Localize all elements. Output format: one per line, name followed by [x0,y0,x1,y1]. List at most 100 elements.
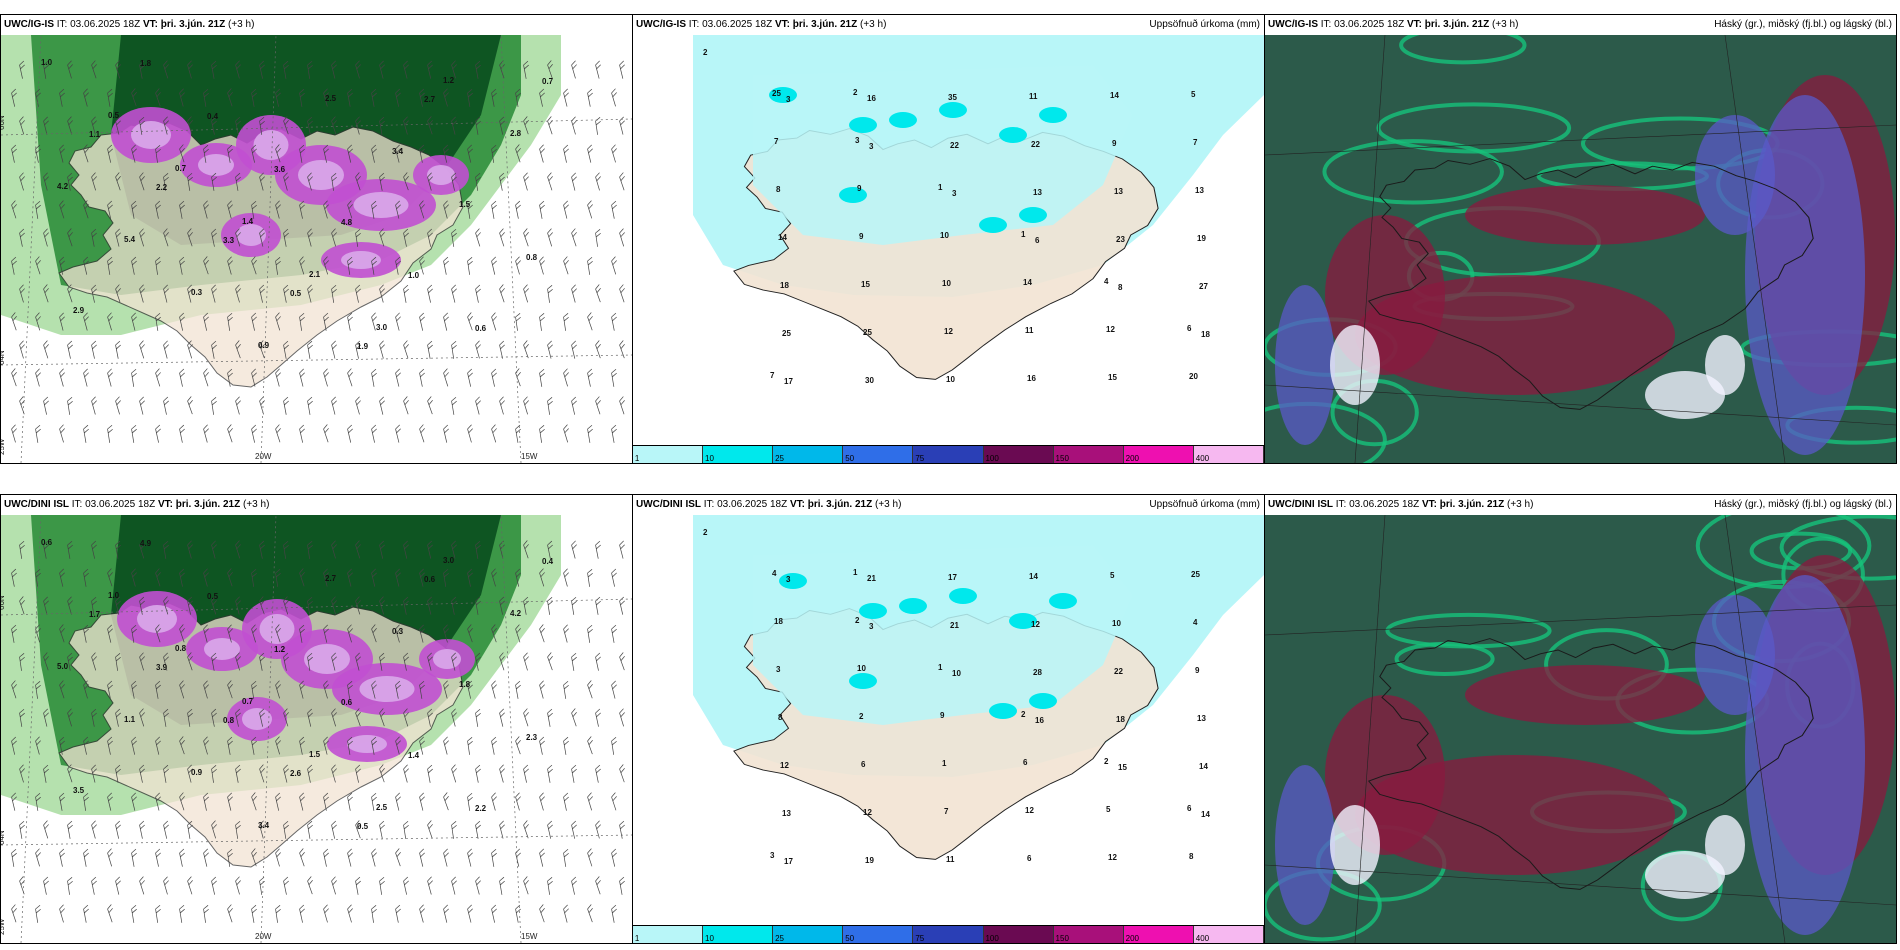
wind-barb-shaft [307,400,311,415]
wind-barb-flag [348,852,353,858]
wind-barb [395,792,401,811]
wind-barb [275,568,281,587]
wind-barb-flag [611,624,617,630]
wind-barb-flag [139,116,145,122]
wind-barb [355,764,361,783]
wind-barb-flag [307,597,313,602]
wind-barb-flag [67,340,73,346]
wind-barb [475,228,481,247]
it-value: 03.06.2025 18Z [702,19,773,30]
wind-barb-shaft [259,288,263,303]
graticule-line [500,515,522,943]
cloud-map[interactable] [1265,515,1896,943]
precip-value-label: 11 [1029,92,1038,101]
snow-map[interactable]: 66N 64N 25W 20W 15W 1.0 0.5 0.7 1.4 2.1 3.0 1.2 2.8 4… [1,35,632,463]
wind-barb-shaft [419,428,425,443]
wind-barb [467,368,473,387]
wind-barb-shaft [395,148,400,163]
wind-barb-flag [92,768,97,774]
wind-barb-flag [300,796,305,802]
wind-barb-flag [515,736,520,742]
wind-barb-flag [524,344,529,349]
wind-barb-flag [283,824,289,830]
wind-barb-shaft [139,880,145,895]
wind-barb [179,424,185,443]
wind-barb [115,172,121,191]
wind-barb-flag [443,368,448,374]
wind-barb-flag [68,232,73,238]
wind-barb-flag [235,876,240,882]
wind-barb-flag [83,904,89,910]
precip-value-label: 3 [952,189,957,198]
wind-barb-flag [347,368,352,374]
wind-barb-flag [188,880,193,886]
wind-barb-flag [476,880,481,886]
wind-barb [251,624,257,643]
wind-barb-flag [380,544,385,550]
wind-barb-shaft [355,120,360,135]
precip-value-label: 2 [859,712,864,721]
wind-barb-flag [203,905,209,910]
wind-barb-flag [283,396,289,402]
wind-barb-shaft [323,796,327,811]
wind-barb-shaft [35,428,39,443]
wind-barb-shaft [227,316,231,331]
wind-barb [163,173,169,191]
snow-value-label: 2.2 [156,183,168,192]
wind-barb [467,904,473,923]
wind-barb-flag [396,148,401,154]
wind-barb-flag [515,144,520,150]
wind-barb-flag [620,64,625,70]
wind-barb-shaft [539,908,545,923]
wind-barb-flag [612,852,617,858]
wind-barb [587,848,593,867]
wind-barb-flag [19,596,24,602]
wind-barb-flag [380,176,385,182]
wind-barb-shaft [11,852,15,867]
wind-barb-shaft [179,740,185,755]
wind-barb-flag [155,736,160,742]
wind-barb [403,821,409,839]
wind-barb-flag [563,852,569,858]
wind-barb-flag [323,624,328,630]
wind-barb [419,792,425,811]
wind-barb-flag [619,60,624,66]
wind-barb-shaft [107,204,112,219]
wind-barb-shaft [563,852,567,867]
wind-barb-shaft [619,344,625,359]
precip-map[interactable]: 2 3 3 10 16 15 14 17 21 21 28 18 14 13 19 17 12 22 13 12 12 1… [633,515,1264,925]
cloud-map[interactable] [1265,35,1896,463]
it-prefix: IT: [71,499,83,510]
wind-barb-shaft [115,64,121,79]
wind-barb [419,848,425,867]
precip-value-label: 30 [865,376,874,385]
wind-barb-flag [379,652,385,658]
wind-barb-flag [227,316,233,322]
wind-barb [227,624,233,643]
precip-value-label: 4 [772,569,777,578]
wind-barb-shaft [619,176,625,191]
wind-barb-flag [227,88,232,94]
wind-barb-shaft [299,428,304,443]
wind-barb-flag [299,144,305,150]
precip-map[interactable]: 2 3 3 3 6 8 18 17 16 22 13 23 27 25 30 35 22 13 19 18 25 10 11… [633,35,1264,445]
wind-barb-flag [619,340,624,346]
wind-barb-flag [252,740,257,746]
snow-map[interactable]: 66N 64N 25W 20W 15W 0.6 1.0 0.8 0.7 1.5 2.5 3.0 4.2 5… [1,515,632,943]
wind-barb-flag [59,568,64,574]
wind-barb-shaft [563,572,568,587]
wind-barb [11,256,17,275]
wind-barb-shaft [139,120,143,135]
wind-barb-flag [35,685,41,690]
snow-value-label: 2.8 [510,129,522,138]
wind-barb-shaft [611,92,616,107]
wind-barb-flag [331,173,337,178]
wind-barb-flag [68,768,73,774]
wind-barb-flag [155,908,161,914]
wind-barb-flag [299,736,305,742]
wind-barb-flag [380,656,385,662]
wind-barb-shaft [395,316,400,331]
wind-barb-shaft [131,740,136,755]
wind-barb-flag [588,908,593,913]
wind-barb-shaft [595,824,600,839]
